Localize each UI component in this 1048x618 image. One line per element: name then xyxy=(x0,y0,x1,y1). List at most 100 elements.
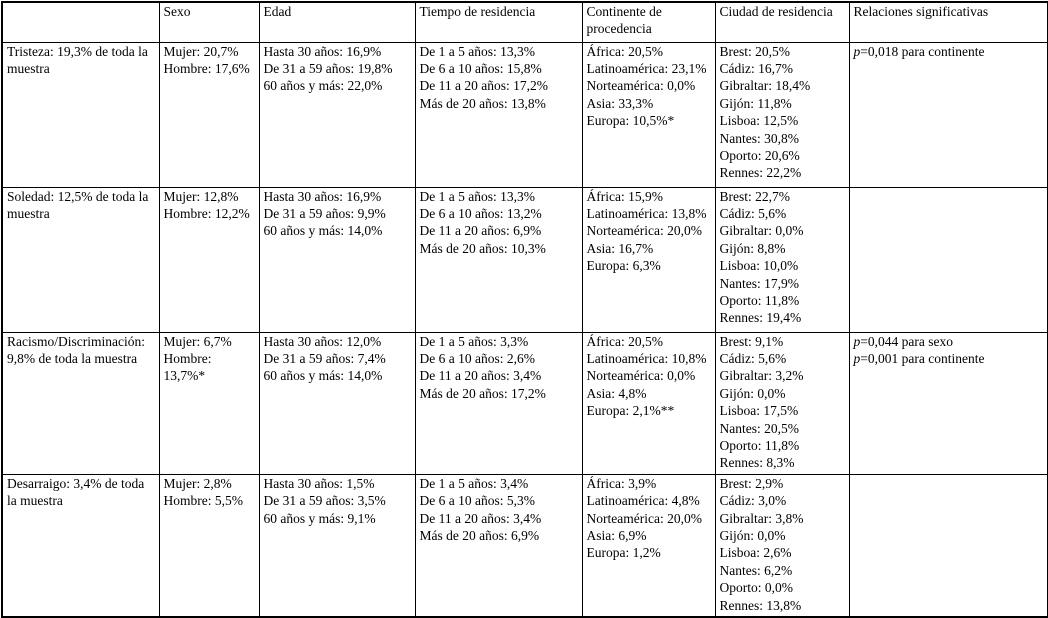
header-relaciones-significativas: Relaciones significativas xyxy=(848,1,1048,43)
row-label: Racismo/Discriminación: 9,8% de toda la … xyxy=(1,331,160,475)
cell-line: Mujer: 2,8% xyxy=(163,475,232,491)
cell-sexo: Mujer: 2,8% Hombre: 5,5% xyxy=(158,473,260,618)
cell-line: Oporto: 11,8% xyxy=(719,437,800,453)
cell-line: Más de 20 años: 6,9% xyxy=(419,527,540,543)
cell-line: Cádiz: 5,6% xyxy=(719,350,787,366)
cell-sexo: Mujer: 20,7% Hombre: 17,6% xyxy=(158,41,260,188)
cell-continente: África: 20,5% Latinoamérica: 23,1% Norteam… xyxy=(581,41,716,188)
cell-line: Más de 20 años: 13,8% xyxy=(419,95,546,111)
cell-line: Nantes: 30,8% xyxy=(719,130,799,146)
cell-line: Lisboa: 10,0% xyxy=(719,258,799,274)
cell-line: Mujer: 20,7% xyxy=(163,43,239,59)
cell-line: De 1 a 5 años: 13,3% xyxy=(419,188,535,204)
cell-tiempo: De 1 a 5 años: 13,3% De 6 a 10 años: 13,2… xyxy=(414,186,583,333)
cell-line: Nantes: 6,2% xyxy=(719,562,793,578)
cell-ciudad: Brest: 9,1% Cádiz: 5,6% Gibraltar: 3,2% Gij… xyxy=(714,331,850,475)
cell-relaciones: p=0,044 para sexo p=0,001 para continente xyxy=(848,331,1048,475)
cell-line: África: 3,9% xyxy=(586,475,657,491)
cell-line: Lisboa: 2,6% xyxy=(719,545,792,561)
cell-line: Hasta 30 años: 16,9% xyxy=(263,43,382,59)
table-row-tristeza: Tristeza: 19,3% de toda la muestra Mujer… xyxy=(1,41,1048,188)
header-edad: Edad xyxy=(258,1,416,43)
cell-line: 60 años y más: 14,0% xyxy=(263,223,383,239)
cell-line: Lisboa: 17,5% xyxy=(719,403,799,419)
cell-line: Norteamérica: 0,0% xyxy=(586,368,696,384)
cell-line: Gibraltar: 0,0% xyxy=(719,223,804,239)
cell-line: De 31 a 59 años: 7,4% xyxy=(263,350,386,366)
cell-sexo: Mujer: 12,8% Hombre: 12,2% xyxy=(158,186,260,333)
cell-line: África: 20,5% xyxy=(586,43,663,59)
table-row-racismo: Racismo/Discriminación: 9,8% de toda la … xyxy=(1,331,1048,475)
cell-sexo: Mujer: 6,7% Hombre: 13,7%* xyxy=(158,331,260,475)
cell-line: Asia: 6,9% xyxy=(586,527,647,543)
cell-line: Gijón: 8,8% xyxy=(719,240,786,256)
cell-line: Hombre: 13,7%* xyxy=(163,350,212,384)
cell-line: Hasta 30 años: 16,9% xyxy=(263,188,382,204)
cell-line: Brest: 9,1% xyxy=(719,333,784,349)
cell-ciudad: Brest: 20,5% Cádiz: 16,7% Gibraltar: 18,4%… xyxy=(714,41,850,188)
cell-line: Brest: 2,9% xyxy=(719,475,784,491)
cell-continente: África: 3,9% Latinoamérica: 4,8% Norteamér… xyxy=(581,473,716,618)
cell-line: Brest: 22,7% xyxy=(719,188,791,204)
cell-line: Brest: 20,5% xyxy=(719,43,791,59)
cell-line: De 6 a 10 años: 5,3% xyxy=(419,493,535,509)
cell-ciudad: Brest: 22,7% Cádiz: 5,6% Gibraltar: 0,0% Gi… xyxy=(714,186,850,333)
cell-tiempo: De 1 a 5 años: 3,3% De 6 a 10 años: 2,6% D… xyxy=(414,331,583,475)
header-tiempo-residencia: Tiempo de residencia xyxy=(414,1,583,43)
cell-line: De 11 a 20 años: 6,9% xyxy=(419,223,542,239)
cell-relaciones xyxy=(848,473,1048,618)
cell-line: Latinoamérica: 10,8% xyxy=(586,350,707,366)
cell-line: Gibraltar: 3,8% xyxy=(719,510,804,526)
row-label: Desarraigo: 3,4% de toda la muestra xyxy=(1,473,160,618)
cell-line: De 11 a 20 años: 3,4% xyxy=(419,510,542,526)
cell-line: Oporto: 11,8% xyxy=(719,292,800,308)
row-label: Soledad: 12,5% de toda la muestra xyxy=(1,186,160,333)
cell-relaciones xyxy=(848,186,1048,333)
cell-tiempo: De 1 a 5 años: 13,3% De 6 a 10 años: 15,8… xyxy=(414,41,583,188)
cell-line: Latinoamérica: 13,8% xyxy=(586,205,707,221)
cell-tiempo: De 1 a 5 años: 3,4% De 6 a 10 años: 5,3% D… xyxy=(414,473,583,618)
cell-edad: Hasta 30 años: 1,5% De 31 a 59 años: 3,5%… xyxy=(258,473,416,618)
cell-line: De 1 a 5 años: 3,3% xyxy=(419,333,529,349)
cell-line: Rennes: 8,3% xyxy=(719,455,795,471)
cell-line: Más de 20 años: 17,2% xyxy=(419,385,546,401)
cell-line: Gijón: 11,8% xyxy=(719,95,792,111)
cell-line: Lisboa: 12,5% xyxy=(719,113,799,129)
cell-line: Norteamérica: 0,0% xyxy=(586,78,696,94)
cell-line: De 31 a 59 años: 3,5% xyxy=(263,493,386,509)
cell-line: Mujer: 12,8% xyxy=(163,188,239,204)
cell-line: Hasta 30 años: 12,0% xyxy=(263,333,382,349)
cell-line: De 1 a 5 años: 13,3% xyxy=(419,43,535,59)
cell-line: De 1 a 5 años: 3,4% xyxy=(419,475,529,491)
cell-line: Asia: 16,7% xyxy=(586,240,654,256)
cell-line: Cádiz: 5,6% xyxy=(719,205,787,221)
cell-line: Norteamérica: 20,0% xyxy=(586,510,702,526)
cell-line: Gijón: 0,0% xyxy=(719,527,786,543)
header-continente-procedencia: Continente de procedencia xyxy=(581,1,716,43)
cell-line: Rennes: 22,2% xyxy=(719,165,802,181)
cell-line: Europa: 10,5%* xyxy=(586,113,675,129)
cell-line: Cádiz: 16,7% xyxy=(719,60,794,76)
cell-line: Europa: 1,2% xyxy=(586,545,661,561)
cell-line: Asia: 4,8% xyxy=(586,385,647,401)
cell-line: Hombre: 12,2% xyxy=(163,205,250,221)
cell-line: Gibraltar: 18,4% xyxy=(719,78,811,94)
cell-line: Asia: 33,3% xyxy=(586,95,654,111)
cell-line: Más de 20 años: 10,3% xyxy=(419,240,546,256)
header-empty xyxy=(1,1,160,43)
cell-line: Latinoamérica: 4,8% xyxy=(586,493,700,509)
header-sexo: Sexo xyxy=(158,1,260,43)
cell-edad: Hasta 30 años: 12,0% De 31 a 59 años: 7,4… xyxy=(258,331,416,475)
table-row-soledad: Soledad: 12,5% de toda la muestra Mujer:… xyxy=(1,186,1048,333)
cell-edad: Hasta 30 años: 16,9% De 31 a 59 años: 9,9… xyxy=(258,186,416,333)
cell-line: Europa: 6,3% xyxy=(586,258,661,274)
cell-line: Oporto: 20,6% xyxy=(719,147,800,163)
cell-line: Rennes: 19,4% xyxy=(719,310,802,326)
cell-line: Nantes: 20,5% xyxy=(719,420,799,436)
cell-line: Rennes: 13,8% xyxy=(719,597,802,613)
cell-relaciones: p=0,018 para continente xyxy=(848,41,1048,188)
cell-line: Latinoamérica: 23,1% xyxy=(586,60,707,76)
cell-edad: Hasta 30 años: 16,9% De 31 a 59 años: 19,… xyxy=(258,41,416,188)
